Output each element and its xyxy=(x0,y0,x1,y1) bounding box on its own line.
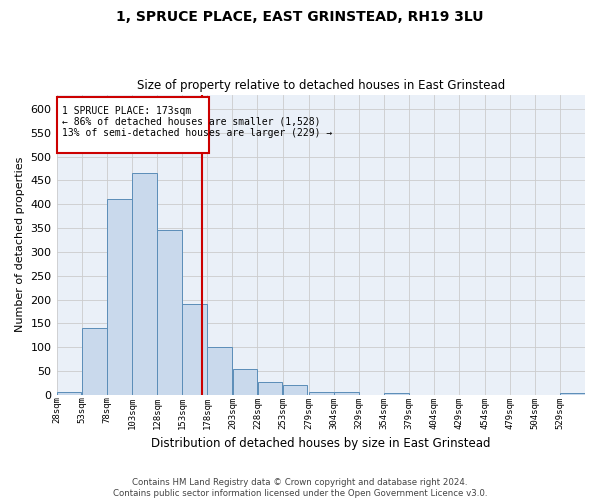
Title: Size of property relative to detached houses in East Grinstead: Size of property relative to detached ho… xyxy=(137,79,505,92)
FancyBboxPatch shape xyxy=(56,97,209,152)
Bar xyxy=(57,392,82,395)
Text: Contains HM Land Registry data © Crown copyright and database right 2024.
Contai: Contains HM Land Registry data © Crown c… xyxy=(113,478,487,498)
Y-axis label: Number of detached properties: Number of detached properties xyxy=(15,157,25,332)
Bar xyxy=(132,174,157,395)
Bar xyxy=(334,392,359,395)
Bar xyxy=(82,328,107,395)
Bar xyxy=(283,386,307,395)
Bar xyxy=(258,382,283,395)
Bar xyxy=(208,348,232,395)
Bar xyxy=(309,392,334,395)
X-axis label: Distribution of detached houses by size in East Grinstead: Distribution of detached houses by size … xyxy=(151,437,491,450)
Bar xyxy=(385,392,409,395)
Bar xyxy=(233,369,257,395)
Bar xyxy=(107,200,131,395)
Bar xyxy=(560,392,585,395)
Text: 13% of semi-detached houses are larger (229) →: 13% of semi-detached houses are larger (… xyxy=(62,128,332,138)
Bar xyxy=(157,230,182,395)
Text: ← 86% of detached houses are smaller (1,528): ← 86% of detached houses are smaller (1,… xyxy=(62,117,320,127)
Text: 1 SPRUCE PLACE: 173sqm: 1 SPRUCE PLACE: 173sqm xyxy=(62,106,191,116)
Bar xyxy=(182,304,207,395)
Text: 1, SPRUCE PLACE, EAST GRINSTEAD, RH19 3LU: 1, SPRUCE PLACE, EAST GRINSTEAD, RH19 3L… xyxy=(116,10,484,24)
